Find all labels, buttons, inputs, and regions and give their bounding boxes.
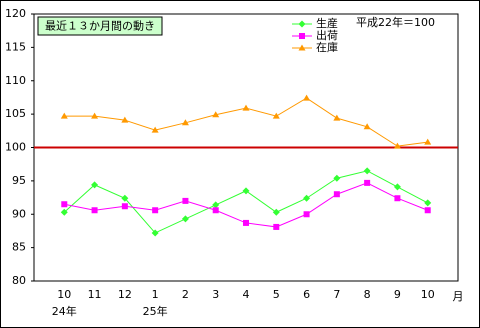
marker [273, 223, 280, 230]
marker [151, 126, 159, 133]
marker [424, 207, 431, 214]
marker [151, 229, 159, 237]
marker [242, 104, 250, 111]
x-tick-label: 3 [212, 288, 219, 301]
marker [91, 207, 98, 214]
x-tick-label: 10 [57, 288, 71, 301]
legend-label: 在庫 [316, 40, 338, 54]
marker [212, 207, 219, 214]
title-box [37, 16, 163, 36]
marker [333, 191, 340, 198]
marker [91, 181, 99, 189]
x-tick-label: 12 [118, 288, 132, 301]
marker [303, 211, 310, 218]
legend-label: 生産 [316, 16, 338, 30]
x-tick-label: 10 [421, 288, 435, 301]
x-tick-label: 6 [303, 288, 310, 301]
x-axis-label: 月 [453, 290, 464, 303]
marker [333, 174, 341, 182]
marker [60, 208, 68, 216]
marker [303, 94, 311, 101]
note: 平成22年＝100 [356, 15, 435, 29]
marker [272, 208, 280, 216]
y-tick-label: 120 [5, 7, 26, 20]
marker [182, 197, 189, 204]
y-tick-label: 105 [5, 107, 26, 120]
y-tick-label: 110 [5, 74, 26, 87]
marker [181, 119, 189, 126]
x-tick-label: 2 [182, 288, 189, 301]
marker [152, 207, 159, 214]
marker [299, 33, 305, 39]
x-year-label: 25年 [143, 304, 168, 318]
y-tick-label: 95 [12, 174, 26, 187]
marker [212, 201, 220, 209]
marker [121, 116, 129, 123]
marker [298, 44, 306, 51]
x-year-label: 24年 [52, 304, 77, 318]
marker [60, 112, 68, 119]
marker [121, 203, 128, 210]
x-tick-label: 5 [273, 288, 280, 301]
x-tick-label: 9 [394, 288, 401, 301]
y-tick-label: 115 [5, 40, 26, 53]
x-tick-label: 1 [152, 288, 159, 301]
x-tick-label: 7 [333, 288, 340, 301]
marker [303, 194, 311, 202]
marker [61, 201, 68, 208]
y-tick-label: 85 [12, 241, 26, 254]
marker [424, 199, 432, 207]
marker [181, 215, 189, 223]
chart-title: 最近１３か月間の動き [45, 19, 155, 33]
marker [121, 194, 129, 202]
marker [424, 138, 432, 145]
marker [333, 114, 341, 121]
x-tick-label: 8 [364, 288, 371, 301]
marker [91, 112, 99, 119]
marker [394, 195, 401, 202]
x-tick-label: 4 [243, 288, 250, 301]
marker [393, 142, 401, 149]
marker [243, 219, 249, 226]
marker [393, 183, 401, 191]
marker [242, 187, 250, 195]
marker [363, 123, 371, 130]
marker [272, 112, 280, 119]
marker [298, 20, 306, 28]
y-tick-label: 80 [12, 274, 26, 287]
y-tick-label: 100 [5, 141, 26, 154]
y-tick-label: 90 [12, 207, 26, 220]
x-tick-label: 11 [88, 288, 102, 301]
marker [363, 167, 371, 175]
marker [364, 179, 371, 186]
legend-label: 出荷 [316, 28, 338, 42]
marker [212, 111, 220, 118]
